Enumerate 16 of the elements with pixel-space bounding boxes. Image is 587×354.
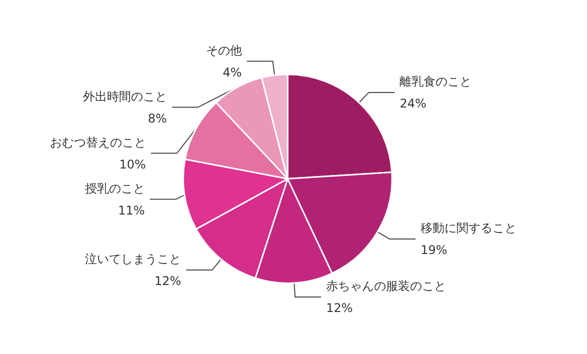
data-label: 8% [148,111,167,126]
data-label: 12% [326,300,353,315]
slice-label: 離乳食のこと [400,74,472,88]
data-label: 12% [154,274,182,288]
data-label: 4% [222,65,242,80]
slice-label: その他 [206,43,242,58]
slice-label: 泣いてしまうこと [85,252,182,266]
data-label: 10% [119,157,146,172]
data-label: 19% [420,243,448,258]
slice-label: 外出時間のこと [82,89,167,104]
slice-label: おむつ替えのこと [50,135,146,150]
data-label: 11% [118,203,145,218]
slice-label: 授乳のこと [84,181,145,196]
data-label: 24% [400,96,426,110]
slice-label: 移動に関すること [420,221,517,236]
slice-label: 赤ちゃんの服装のこと [326,278,446,293]
